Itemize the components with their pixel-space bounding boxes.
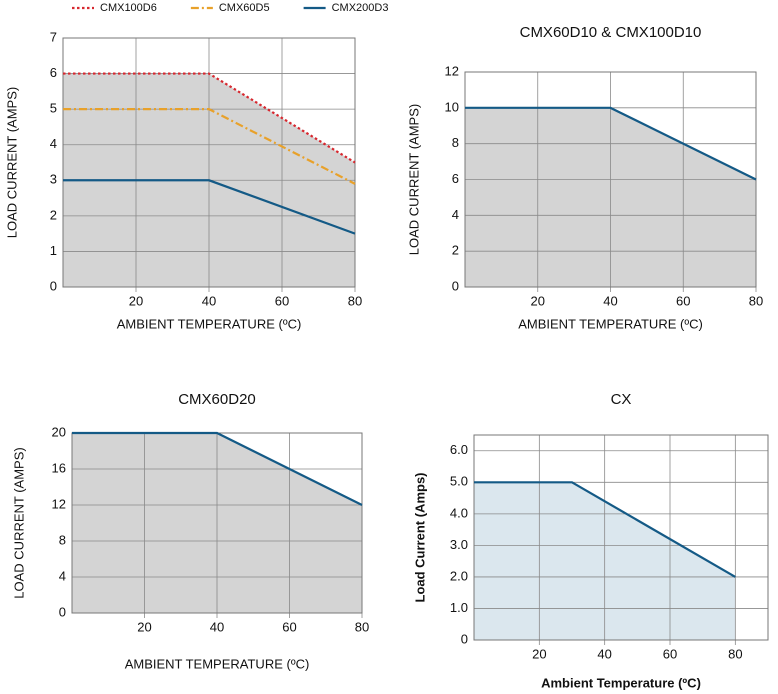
legend-label: CMX60D5 [219, 2, 270, 14]
y-tick-label: 10 [445, 99, 459, 114]
legend-label: CMX100D6 [100, 2, 157, 14]
y-axis-label: LOAD CURRENT (AMPS) [11, 447, 26, 598]
y-tick-label: 6 [452, 171, 459, 186]
y-axis-label: Load Current (Amps) [412, 473, 427, 603]
y-tick-label: 1 [50, 243, 57, 258]
x-tick-label: 80 [348, 293, 362, 308]
y-tick-label: 12 [445, 63, 459, 78]
y-axis-label: LOAD CURRENT (AMPS) [4, 87, 19, 238]
series-line [465, 106, 757, 181]
x-tick-label: 40 [597, 646, 611, 661]
x-tick-label: 20 [137, 619, 151, 634]
chart-title: CMX60D10 & CMX100D10 [520, 24, 702, 41]
x-tick-label: 60 [275, 293, 289, 308]
y-tick-label: 3.0 [450, 537, 468, 552]
x-tick-label: 80 [749, 293, 763, 308]
y-tick-label: 0 [50, 278, 57, 293]
x-tick-label: 60 [676, 293, 690, 308]
y-tick-label: 4 [59, 568, 66, 583]
series-line [72, 431, 363, 506]
plot-frame [473, 434, 769, 641]
y-tick-label: 4 [50, 136, 57, 151]
y-tick-label: 2.0 [450, 568, 468, 583]
x-tick-label: 60 [282, 619, 296, 634]
x-axis-label: AMBIENT TEMPERATURE (ºC) [125, 656, 310, 671]
x-tick-label: 80 [728, 646, 742, 661]
x-axis-label: Ambient Temperature (ºC) [541, 675, 701, 690]
y-tick-label: 4 [452, 207, 459, 222]
x-tick-label: 80 [355, 619, 369, 634]
series-line [63, 108, 356, 185]
y-tick-label: 5.0 [450, 474, 468, 489]
y-tick-label: 0 [59, 604, 66, 619]
chart-title: CMX60D20 [178, 391, 256, 408]
y-axis-label: LOAD CURRENT (AMPS) [406, 104, 421, 255]
series-line [63, 179, 356, 235]
y-tick-label: 12 [52, 496, 66, 511]
y-tick-label: 0 [452, 278, 459, 293]
y-tick-label: 16 [52, 460, 66, 475]
y-tick-label: 6 [50, 65, 57, 80]
y-tick-label: 8 [59, 532, 66, 547]
x-tick-label: 40 [202, 293, 216, 308]
x-tick-label: 40 [210, 619, 224, 634]
x-tick-label: 20 [531, 293, 545, 308]
x-axis-label: AMBIENT TEMPERATURE (ºC) [518, 316, 703, 331]
y-tick-label: 8 [452, 135, 459, 150]
x-tick-label: 60 [663, 646, 677, 661]
y-tick-label: 7 [50, 29, 57, 44]
y-tick-label: 6.0 [450, 442, 468, 457]
y-tick-label: 20 [52, 424, 66, 439]
series-line [63, 72, 356, 164]
x-axis-label: AMBIENT TEMPERATURE (ºC) [117, 316, 302, 331]
x-tick-label: 40 [603, 293, 617, 308]
y-tick-label: 3 [50, 172, 57, 187]
chart-title: CX [611, 391, 632, 408]
x-tick-label: 20 [532, 646, 546, 661]
y-tick-label: 0 [461, 631, 468, 646]
y-tick-label: 1.0 [450, 600, 468, 615]
series-line [474, 481, 736, 578]
y-tick-label: 4.0 [450, 505, 468, 520]
x-tick-label: 20 [129, 293, 143, 308]
legend-label: CMX200D3 [332, 2, 389, 14]
y-tick-label: 2 [50, 207, 57, 222]
y-tick-label: 2 [452, 243, 459, 258]
y-tick-label: 5 [50, 101, 57, 116]
